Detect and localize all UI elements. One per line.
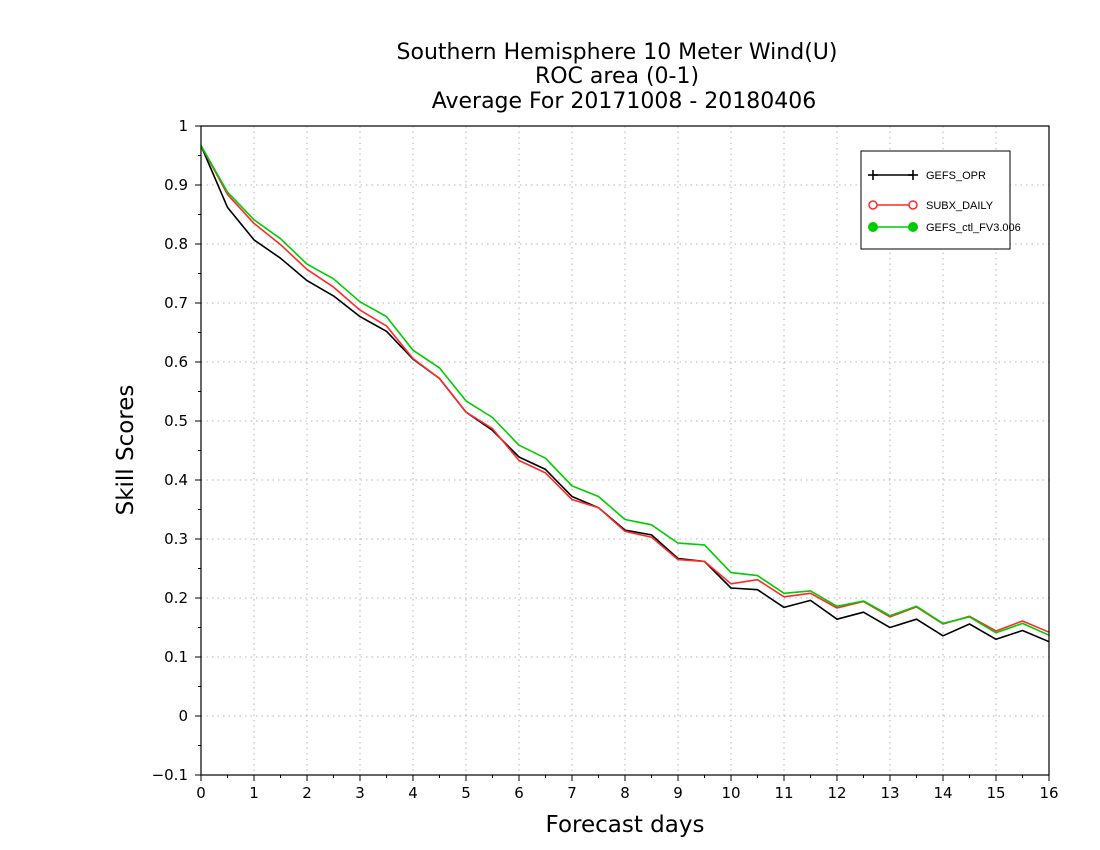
x-tick-label: 0 bbox=[196, 784, 206, 802]
legend-marker-filled-circle bbox=[868, 222, 878, 232]
x-axis-label: Forecast days bbox=[546, 812, 705, 838]
legend-marker-open-circle bbox=[908, 200, 918, 210]
x-tick-label: 15 bbox=[986, 784, 1005, 802]
x-tick-label: 2 bbox=[302, 784, 312, 802]
x-tick-label: 12 bbox=[827, 784, 846, 802]
legend-label-gefs-opr: GEFS_OPR bbox=[926, 170, 986, 182]
series-layer bbox=[200, 145, 1050, 643]
y-axis-label: Skill Scores bbox=[113, 385, 139, 516]
chart-title-line-2: ROC area (0-1) bbox=[535, 64, 699, 89]
legend: GEFS_OPR SUBX_DAILY GEFS_ctl_FV3.006 bbox=[860, 150, 1021, 250]
y-tick-label: 0.8 bbox=[164, 235, 188, 253]
y-tick-label: 0.9 bbox=[164, 176, 188, 194]
y-tick-label: 1 bbox=[178, 117, 188, 135]
legend-marker-filled-circle bbox=[908, 222, 918, 232]
legend-box bbox=[860, 150, 1011, 250]
legend-label-subx-daily: SUBX_DAILY bbox=[926, 200, 994, 212]
chart-title: Southern Hemisphere 10 Meter Wind(U) ROC… bbox=[397, 40, 838, 114]
y-tick-label: 0 bbox=[178, 707, 188, 725]
x-tick-label: 7 bbox=[567, 784, 577, 802]
y-tick-label: 0.3 bbox=[164, 530, 188, 548]
x-tick-label: 5 bbox=[461, 784, 471, 802]
legend-entries: GEFS_OPR SUBX_DAILY GEFS_ctl_FV3.006 bbox=[868, 170, 1021, 234]
x-tick-label: 3 bbox=[355, 784, 365, 802]
x-tick-label: 10 bbox=[721, 784, 740, 802]
y-tick-label: 0.4 bbox=[164, 471, 188, 489]
y-tick-label: 0.1 bbox=[164, 648, 188, 666]
y-tick-label: 0.6 bbox=[164, 353, 188, 371]
y-tick-label: −0.1 bbox=[152, 766, 188, 784]
chart-title-line-3: Average For 20171008 - 20180406 bbox=[432, 89, 817, 114]
x-tick-label: 13 bbox=[880, 784, 899, 802]
x-tick-label: 14 bbox=[933, 784, 952, 802]
x-tick-label: 1 bbox=[249, 784, 259, 802]
x-tick-label: 6 bbox=[514, 784, 524, 802]
x-tick-label: 9 bbox=[673, 784, 683, 802]
series-line-gefs-opr bbox=[200, 145, 1050, 643]
x-tick-label: 11 bbox=[774, 784, 793, 802]
y-tick-label: 0.7 bbox=[164, 294, 188, 312]
legend-label-gefs-ctl-fv3-006: GEFS_ctl_FV3.006 bbox=[926, 222, 1021, 234]
chart-title-line-1: Southern Hemisphere 10 Meter Wind(U) bbox=[397, 40, 838, 65]
y-tick-label: 0.5 bbox=[164, 412, 188, 430]
y-tick-label: 0.2 bbox=[164, 589, 188, 607]
grid-lines bbox=[201, 126, 1049, 775]
series-line-gefs-ctl-fv3-006 bbox=[200, 145, 1050, 636]
legend-marker-open-circle bbox=[868, 200, 878, 210]
x-tick-label: 4 bbox=[408, 784, 418, 802]
x-tick-label: 8 bbox=[620, 784, 630, 802]
axis-ticks: 0 1 2 3 4 5 6 7 8 9 10 11 12 13 14 15 16−0.100.10.20.30.… bbox=[152, 117, 1059, 802]
x-tick-label: 16 bbox=[1039, 784, 1058, 802]
